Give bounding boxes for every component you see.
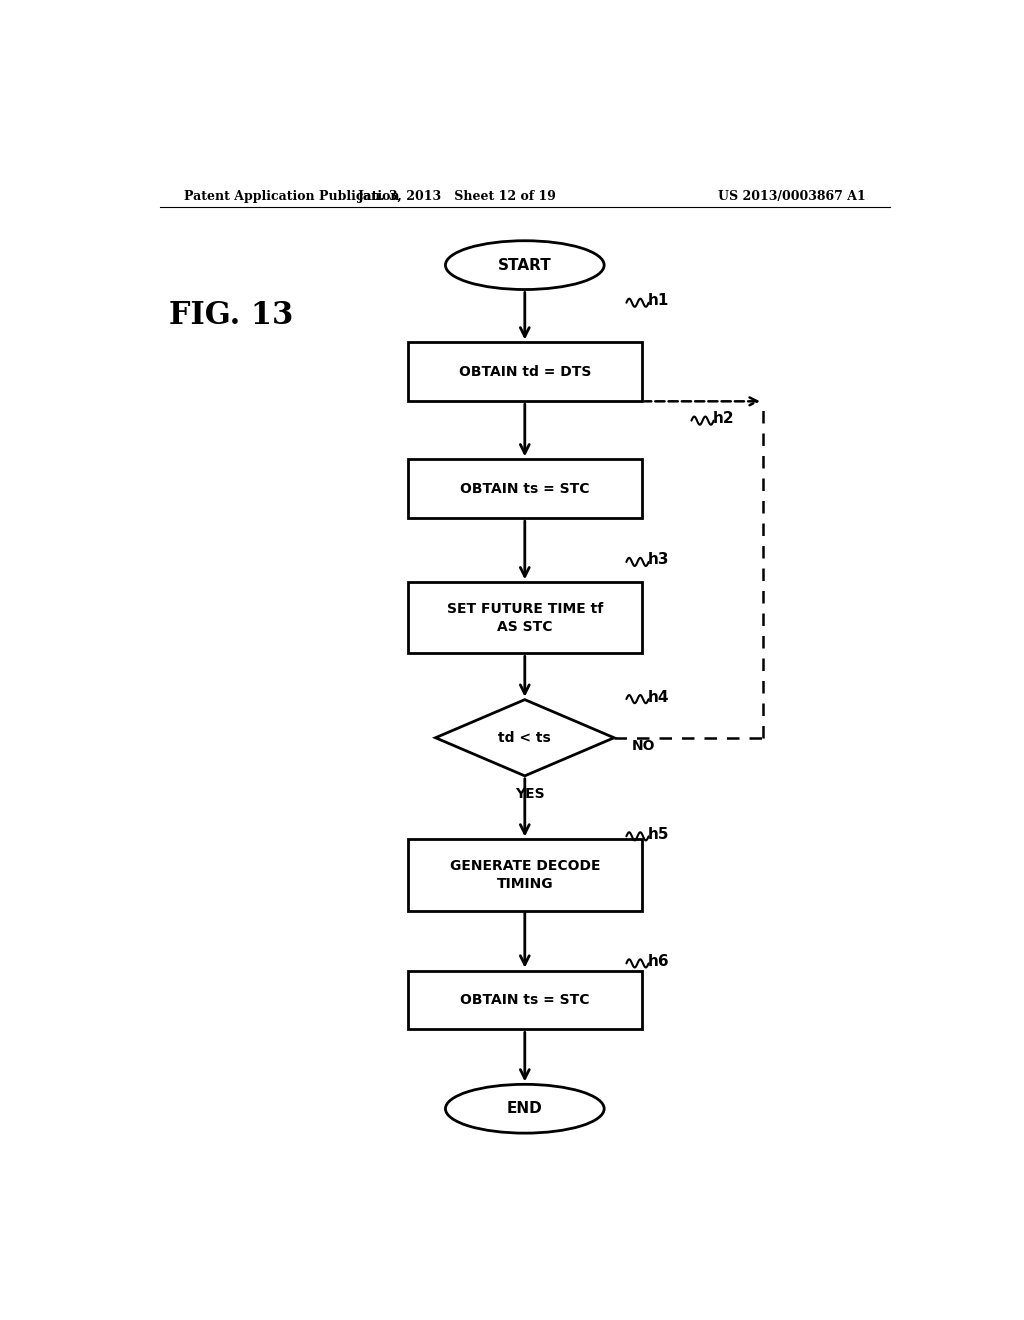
- Text: SET FUTURE TIME tf
AS STC: SET FUTURE TIME tf AS STC: [446, 602, 603, 634]
- Text: h6: h6: [648, 954, 670, 969]
- Text: FIG. 13: FIG. 13: [169, 301, 293, 331]
- Text: YES: YES: [515, 787, 545, 801]
- Text: OBTAIN td = DTS: OBTAIN td = DTS: [459, 364, 591, 379]
- Text: Jan. 3, 2013   Sheet 12 of 19: Jan. 3, 2013 Sheet 12 of 19: [358, 190, 557, 202]
- Text: OBTAIN ts = STC: OBTAIN ts = STC: [460, 993, 590, 1007]
- Text: NO: NO: [632, 739, 655, 752]
- Text: h5: h5: [648, 826, 670, 842]
- Text: START: START: [498, 257, 552, 273]
- Text: END: END: [507, 1101, 543, 1117]
- Text: OBTAIN ts = STC: OBTAIN ts = STC: [460, 482, 590, 496]
- Text: h1: h1: [648, 293, 669, 308]
- Text: h4: h4: [648, 689, 670, 705]
- Text: h3: h3: [648, 552, 670, 568]
- Text: Patent Application Publication: Patent Application Publication: [183, 190, 399, 202]
- Text: td < ts: td < ts: [499, 731, 551, 744]
- Text: h2: h2: [713, 411, 734, 426]
- Text: GENERATE DECODE
TIMING: GENERATE DECODE TIMING: [450, 859, 600, 891]
- Text: US 2013/0003867 A1: US 2013/0003867 A1: [718, 190, 866, 202]
